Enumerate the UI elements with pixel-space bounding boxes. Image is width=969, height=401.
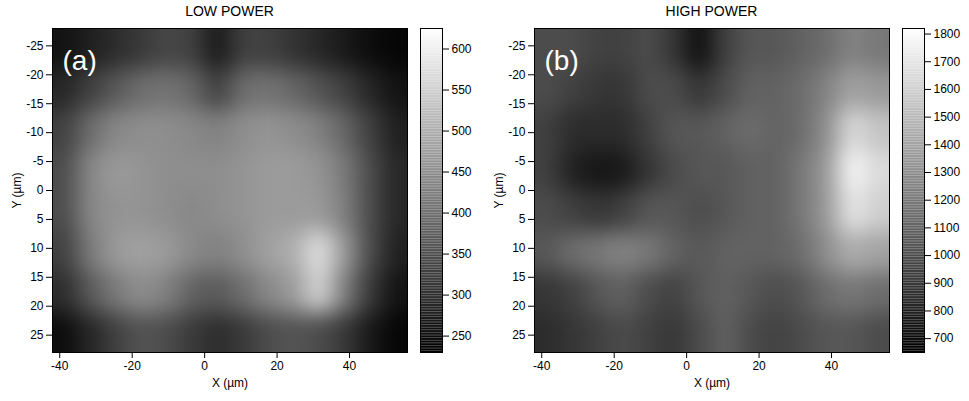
- svg-text:10: 10: [30, 241, 44, 255]
- html-text:LOW POWER: LOW POWER: [185, 3, 274, 19]
- svg-text:40: 40: [825, 359, 839, 373]
- svg-text:-20: -20: [124, 359, 142, 373]
- svg-text:600: 600: [452, 42, 472, 56]
- svg-text:0: 0: [683, 359, 690, 373]
- svg-text:-20: -20: [606, 359, 624, 373]
- svg-text:0: 0: [201, 359, 208, 373]
- svg-text:0: 0: [519, 183, 526, 197]
- svg-text:X (µm): X (µm): [212, 376, 248, 390]
- svg-text:-40: -40: [51, 359, 69, 373]
- svg-text:15: 15: [512, 270, 526, 284]
- svg-text:25: 25: [30, 328, 44, 342]
- svg-text:(b): (b): [545, 45, 579, 76]
- svg-text:800: 800: [934, 304, 954, 318]
- svg-text:20: 20: [752, 359, 766, 373]
- svg-text:1100: 1100: [934, 221, 960, 235]
- svg-text:-5: -5: [515, 154, 526, 168]
- html-text:HIGH POWER: HIGH POWER: [665, 3, 758, 19]
- svg-text:-25: -25: [508, 39, 526, 53]
- svg-text:1700: 1700: [934, 55, 961, 69]
- svg-text:5: 5: [37, 212, 44, 226]
- svg-text:-15: -15: [26, 97, 44, 111]
- svg-text:5: 5: [519, 212, 526, 226]
- svg-text:450: 450: [452, 165, 472, 179]
- svg-text:500: 500: [452, 124, 472, 138]
- svg-text:1000: 1000: [934, 248, 961, 262]
- svg-text:-40: -40: [533, 359, 551, 373]
- svg-text:1600: 1600: [934, 82, 961, 96]
- svg-text:-20: -20: [508, 68, 526, 82]
- svg-text:1300: 1300: [934, 165, 961, 179]
- svg-text:350: 350: [452, 247, 472, 261]
- svg-text:300: 300: [452, 288, 472, 302]
- svg-text:1500: 1500: [934, 110, 961, 124]
- svg-text:25: 25: [512, 328, 526, 342]
- svg-text:-5: -5: [33, 154, 44, 168]
- svg-text:20: 20: [270, 359, 284, 373]
- svg-text:1200: 1200: [934, 193, 961, 207]
- svg-text:400: 400: [452, 206, 472, 220]
- svg-text:15: 15: [30, 270, 44, 284]
- svg-text:20: 20: [30, 299, 44, 313]
- svg-text:Y (µm): Y (µm): [492, 172, 506, 208]
- svg-text:-25: -25: [26, 39, 44, 53]
- svg-text:900: 900: [934, 276, 954, 290]
- svg-text:550: 550: [452, 83, 472, 97]
- svg-text:1400: 1400: [934, 138, 961, 152]
- svg-text:10: 10: [512, 241, 526, 255]
- svg-text:(a): (a): [63, 45, 97, 76]
- svg-text:-20: -20: [26, 68, 44, 82]
- svg-text:-15: -15: [508, 97, 526, 111]
- svg-text:0: 0: [37, 183, 44, 197]
- svg-text:20: 20: [512, 299, 526, 313]
- svg-text:1800: 1800: [934, 27, 961, 41]
- svg-text:Y (µm): Y (µm): [10, 172, 24, 208]
- svg-text:40: 40: [343, 359, 357, 373]
- svg-text:-10: -10: [26, 125, 44, 139]
- svg-text:700: 700: [934, 331, 954, 345]
- svg-text:-10: -10: [508, 125, 526, 139]
- svg-text:X (µm): X (µm): [694, 376, 730, 390]
- svg-text:250: 250: [452, 329, 472, 343]
